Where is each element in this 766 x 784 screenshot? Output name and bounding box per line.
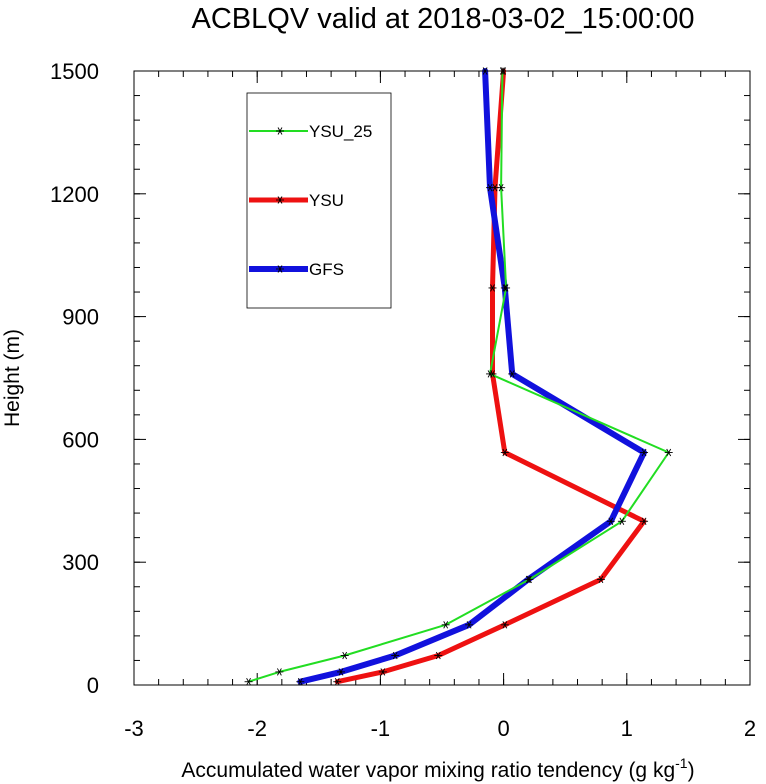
chart-title: ACBLQV valid at 2018-03-02_15:00:00: [191, 3, 694, 35]
legend-marker-ysu-25: [276, 127, 284, 135]
legend-label-ysu: YSU: [309, 191, 344, 210]
x-tick-label: -2: [247, 716, 267, 741]
x-axis-title-close: ): [688, 759, 695, 782]
data-point-ysu-25: [275, 668, 284, 676]
plot-frame: [133, 70, 751, 686]
x-axis-title: Accumulated water vapor mixing ratio ten…: [181, 755, 694, 782]
x-tick-label: -1: [371, 716, 391, 741]
data-point-gfs: [296, 678, 305, 686]
data-point-gfs: [524, 575, 533, 584]
data-point-gfs: [465, 621, 474, 629]
series-layer: [244, 67, 673, 686]
data-point-gfs: [391, 651, 400, 660]
data-point-ysu: [640, 517, 649, 525]
data-point-ysu: [596, 575, 605, 584]
data-point-ysu-25: [664, 448, 673, 457]
data-point-ysu-25: [441, 621, 450, 629]
x-tick-labels: -3 -2 -1 0 1 2: [124, 716, 756, 741]
data-point-ysu: [378, 668, 387, 676]
y-tick-label: 900: [62, 305, 99, 330]
data-point-gfs: [500, 284, 509, 292]
data-point-ysu-25: [340, 651, 349, 660]
legend-label-ysu-25: YSU_25: [309, 122, 372, 141]
data-point-ysu: [488, 370, 497, 378]
y-tick-label: 300: [62, 550, 99, 575]
data-point-gfs: [606, 517, 615, 525]
data-point-gfs: [640, 448, 649, 457]
minor-ticks: [133, 70, 751, 686]
y-axis-title: Height (m): [1, 329, 24, 427]
x-axis-title-main: Accumulated water vapor mixing ratio ten…: [181, 759, 675, 782]
legend: YSU_25 YSU GFS: [246, 92, 392, 309]
data-point-ysu-25: [617, 517, 626, 525]
data-point-ysu: [488, 284, 497, 292]
data-point-ysu: [500, 621, 509, 629]
data-point-gfs: [336, 668, 345, 676]
y-tick-label: 600: [62, 427, 99, 452]
y-tick-label: 1500: [50, 59, 99, 84]
x-tick-label: 2: [744, 716, 756, 741]
data-point-gfs: [508, 370, 517, 378]
x-tick-label: 0: [497, 716, 509, 741]
major-ticks: [133, 70, 751, 686]
legend-marker-ysu: [276, 196, 284, 204]
data-point-ysu: [333, 678, 342, 686]
data-point-ysu: [434, 651, 443, 660]
x-tick-label: -3: [124, 716, 144, 741]
legend-marker-gfs: [276, 265, 284, 273]
x-tick-label: 1: [621, 716, 633, 741]
data-point-ysu: [500, 448, 509, 457]
y-tick-label: 1200: [50, 182, 99, 207]
y-tick-label: 0: [87, 673, 99, 698]
y-tick-labels: 0 300 600 900 1200 1500: [50, 59, 99, 698]
data-point-gfs: [486, 183, 495, 192]
legend-label-gfs: GFS: [309, 260, 344, 279]
data-point-ysu-25: [244, 678, 253, 686]
x-axis-title-superscript: -1: [675, 755, 688, 771]
